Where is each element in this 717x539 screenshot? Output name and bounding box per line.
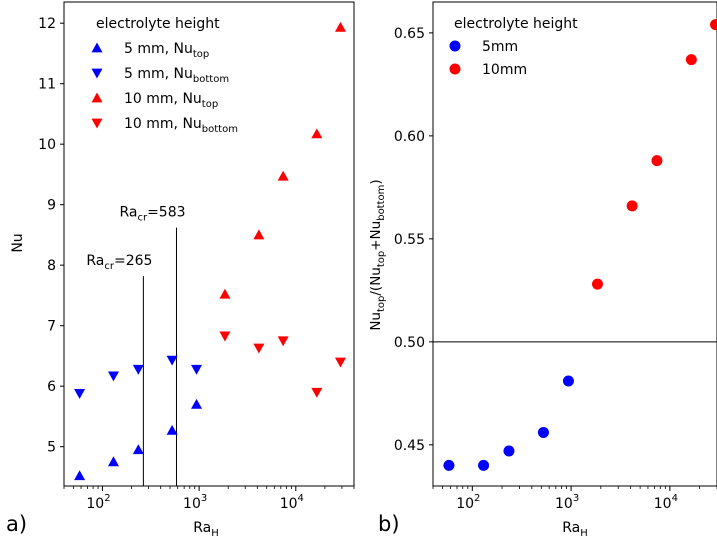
critical-ra-label: Racr=583 (119, 205, 185, 224)
data-point (219, 331, 231, 342)
data-point (132, 444, 144, 455)
panel-a-y-axis-label: Nu (10, 233, 26, 252)
x-tick-label: 103 (183, 493, 207, 512)
data-point (191, 398, 203, 409)
panel-b-x-axis-label: RaH (562, 520, 588, 539)
legend-entry: 5mm (482, 39, 518, 55)
data-point (626, 200, 638, 212)
y-tick-label: 0.50 (394, 335, 425, 351)
legend-title: electrolyte height (454, 16, 578, 32)
data-point (277, 336, 289, 347)
data-point (253, 343, 265, 354)
x-tick-label: 102 (456, 493, 480, 512)
legend-entry: 10 mm, Nubottom (124, 116, 238, 135)
y-tick-label: 11 (38, 77, 56, 93)
data-point (253, 229, 265, 240)
data-point (478, 459, 490, 471)
legend-marker (91, 92, 103, 103)
legend-entry: 10mm (482, 62, 527, 78)
legend-marker (449, 40, 461, 52)
data-point (166, 424, 178, 435)
data-point (311, 128, 323, 139)
y-tick-label: 12 (38, 16, 56, 32)
panel-b-y-axis: 0.45 0.50 0.55 0.60 0.65 (394, 26, 433, 454)
data-point (591, 278, 603, 290)
data-point (685, 54, 697, 66)
data-point (107, 371, 119, 382)
y-tick-label: 8 (47, 258, 56, 274)
data-point (132, 364, 144, 375)
y-tick-label: 0.65 (394, 26, 425, 42)
data-point (107, 456, 119, 467)
panel-b-label: b) (378, 512, 400, 536)
panel-a-y-axis: 5 6 7 8 9 10 11 12 (38, 16, 64, 456)
y-tick-label: 5 (47, 440, 56, 456)
data-point (74, 389, 86, 399)
panel-b-legend: electrolyte height 5mm 10mm (449, 16, 578, 78)
legend-marker (449, 63, 461, 75)
y-tick-label: 7 (47, 319, 56, 335)
data-point (334, 21, 346, 32)
panel-b-x-axis: 102 103 104 (432, 486, 717, 512)
data-point (443, 459, 455, 471)
data-point (311, 387, 323, 398)
panel-b-plot-area (432, 1, 717, 487)
y-tick-label: 10 (38, 137, 56, 153)
data-point (166, 355, 178, 366)
y-tick-label: 6 (47, 379, 56, 395)
panel-a-x-axis-label: RaH (193, 520, 219, 539)
legend-marker (91, 42, 103, 53)
y-tick-label: 9 (47, 198, 56, 214)
x-tick-label: 103 (555, 493, 579, 512)
data-point (503, 445, 515, 457)
data-point (537, 426, 549, 438)
x-tick-label: 104 (654, 493, 678, 512)
panel-a-x-axis: 102 103 104 (63, 486, 355, 512)
panel-a-critical-lines: Racr=265 Racr=583 (86, 205, 186, 486)
legend-marker (91, 118, 103, 129)
data-point (651, 155, 663, 167)
legend-marker (91, 68, 103, 79)
x-tick-label: 102 (86, 493, 110, 512)
data-point (562, 375, 574, 387)
panel-b: 0.45 0.50 0.55 0.60 0.65 102 103 104 electroly… (368, 1, 717, 539)
y-tick-label: 0.60 (394, 129, 425, 145)
legend-entry: 5 mm, Nutop (124, 41, 209, 60)
y-tick-label: 0.55 (394, 232, 425, 248)
data-point (74, 470, 86, 481)
panel-a: 5 6 7 8 9 10 11 12 102 103 104 Racr=265 Racr=583 e… (6, 1, 355, 539)
data-point (277, 170, 289, 181)
panel-a-legend: electrolyte height 5 mm, Nutop 5 mm, Nubot… (91, 16, 238, 135)
data-point (710, 19, 717, 31)
data-point (219, 288, 231, 299)
panel-b-y-axis-label: Nutop/(Nutop+Nubottom) (368, 179, 387, 330)
x-tick-label: 104 (280, 493, 304, 512)
data-point (334, 357, 346, 368)
y-tick-label: 0.45 (394, 438, 425, 454)
panel-a-plot-area (63, 1, 355, 487)
panel-a-label: a) (6, 512, 27, 536)
critical-ra-label: Racr=265 (86, 253, 152, 272)
panel-a-markers (74, 21, 346, 481)
legend-entry: 10 mm, Nutop (124, 91, 218, 110)
panel-b-markers (443, 19, 717, 471)
legend-entry: 5 mm, Nubottom (124, 66, 229, 85)
data-point (191, 364, 203, 375)
legend-title: electrolyte height (96, 16, 220, 32)
